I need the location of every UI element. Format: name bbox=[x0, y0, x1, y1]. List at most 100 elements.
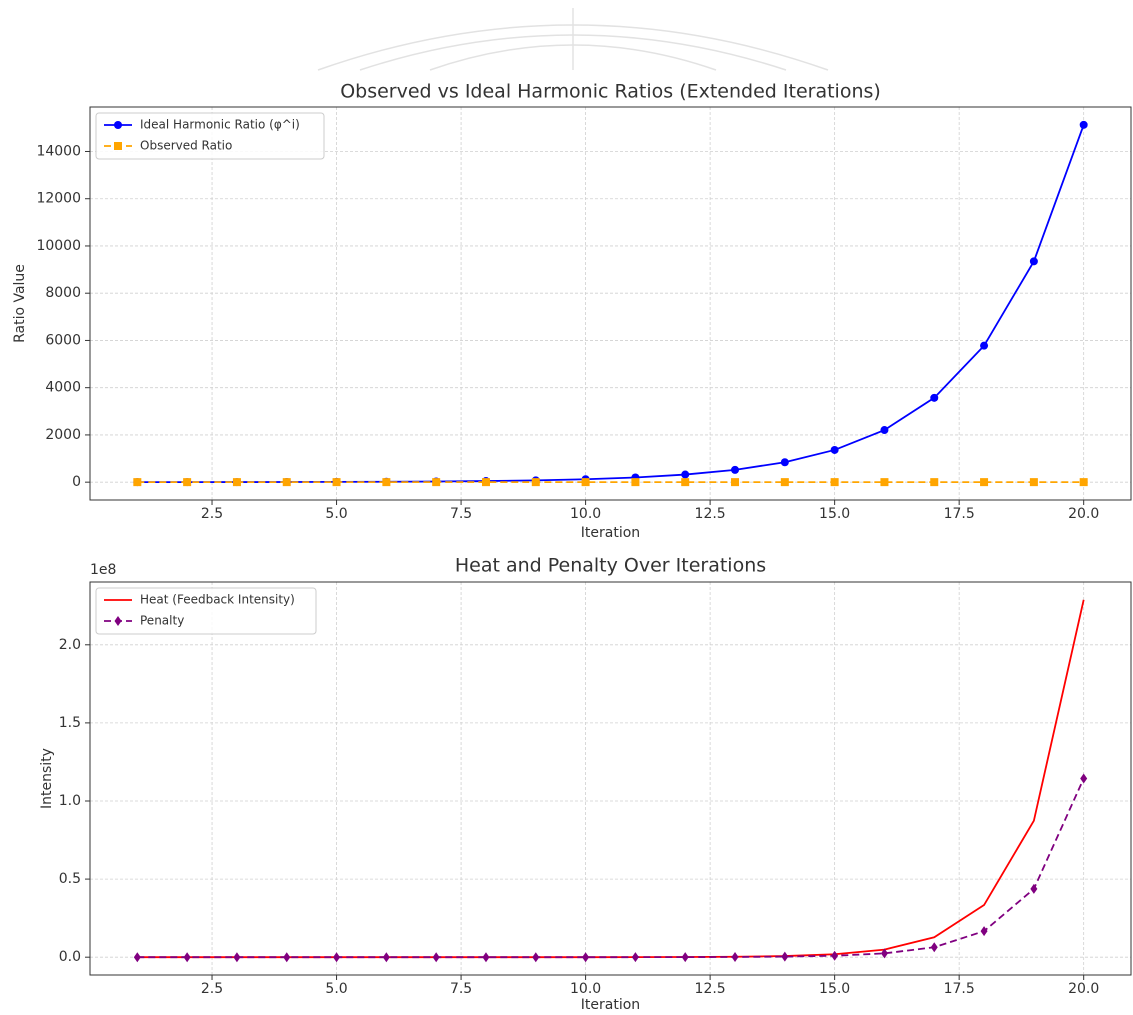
point bbox=[482, 952, 490, 963]
point bbox=[183, 952, 191, 963]
point bbox=[1080, 773, 1088, 784]
y-axis-label: Ratio Value bbox=[12, 264, 28, 343]
point bbox=[233, 952, 241, 963]
point bbox=[283, 952, 291, 963]
x-tick-label: 10.0 bbox=[570, 981, 601, 997]
point bbox=[831, 950, 839, 961]
point bbox=[930, 478, 939, 487]
point bbox=[332, 478, 341, 487]
x-tick-label: 2.5 bbox=[201, 506, 223, 522]
point bbox=[830, 445, 839, 454]
plot-area bbox=[90, 582, 1131, 975]
series-line bbox=[137, 778, 1085, 959]
point bbox=[183, 478, 192, 487]
chart-title: Heat and Penalty Over Iterations bbox=[455, 555, 766, 577]
y-axis-label: Intensity bbox=[39, 748, 55, 809]
legend: Heat (Feedback Intensity) Penalty bbox=[95, 587, 317, 635]
legend-label: Observed Ratio bbox=[140, 139, 232, 153]
point bbox=[333, 952, 341, 963]
point bbox=[930, 393, 939, 402]
point bbox=[532, 952, 540, 963]
legend-box bbox=[95, 112, 325, 160]
point bbox=[681, 470, 690, 479]
y-tick-label: 1.0 bbox=[59, 793, 81, 809]
point bbox=[531, 478, 540, 487]
y-offset-label: 1e8 bbox=[90, 562, 116, 578]
x-tick-label: 15.0 bbox=[819, 506, 850, 522]
point bbox=[114, 616, 122, 626]
x-tick-label: 7.5 bbox=[450, 506, 472, 522]
point bbox=[481, 478, 490, 487]
point bbox=[581, 478, 590, 487]
point bbox=[681, 478, 690, 487]
point bbox=[781, 951, 789, 962]
point bbox=[133, 952, 141, 963]
point bbox=[631, 478, 640, 487]
y-tick-label: 0.0 bbox=[59, 949, 81, 965]
point bbox=[780, 458, 789, 467]
legend-label: Heat (Feedback Intensity) bbox=[140, 593, 295, 607]
x-axis-label: Iteration bbox=[581, 525, 640, 541]
y-tick-label: 10000 bbox=[36, 238, 81, 254]
plot-area bbox=[90, 107, 1131, 500]
decoration bbox=[317, 8, 829, 71]
y-tick-label: 8000 bbox=[45, 285, 81, 301]
x-tick-label: 7.5 bbox=[450, 981, 472, 997]
x-tick-label: 5.0 bbox=[325, 981, 347, 997]
point bbox=[382, 952, 390, 963]
point bbox=[731, 951, 739, 962]
chart-title: Observed vs Ideal Harmonic Ratios (Exten… bbox=[340, 81, 881, 103]
y-tick-label: 2000 bbox=[45, 427, 81, 443]
point bbox=[880, 478, 889, 487]
point bbox=[582, 952, 590, 963]
point bbox=[880, 948, 888, 959]
point bbox=[780, 478, 789, 487]
y-tick-label: 6000 bbox=[45, 332, 81, 348]
x-tick-label: 10.0 bbox=[570, 506, 601, 522]
legend: Ideal Harmonic Ratio (φ^i) Observed Ratio bbox=[95, 112, 325, 160]
point bbox=[880, 426, 889, 435]
point bbox=[282, 478, 291, 487]
point bbox=[731, 465, 740, 474]
plot-frame bbox=[89, 581, 1132, 976]
x-tick-label: 20.0 bbox=[1068, 981, 1099, 997]
point bbox=[980, 341, 989, 350]
y-tick-label: 14000 bbox=[36, 143, 81, 159]
legend-box bbox=[95, 587, 317, 635]
x-tick-label: 12.5 bbox=[695, 506, 726, 522]
x-tick-label: 2.5 bbox=[201, 981, 223, 997]
y-tick-label: 0 bbox=[72, 474, 81, 490]
point bbox=[382, 478, 391, 487]
x-axis-label: Iteration bbox=[581, 997, 640, 1013]
y-tick-label: 4000 bbox=[45, 380, 81, 396]
x-tick-label: 5.0 bbox=[325, 506, 347, 522]
x-tick-label: 17.5 bbox=[944, 506, 975, 522]
point bbox=[133, 478, 142, 487]
point bbox=[1079, 478, 1088, 487]
y-tick-label: 2.0 bbox=[59, 637, 81, 653]
point bbox=[1030, 883, 1038, 894]
point bbox=[232, 478, 241, 487]
plot-frame bbox=[89, 106, 1132, 501]
x-tick-label: 17.5 bbox=[944, 981, 975, 997]
y-tick-label: 0.5 bbox=[59, 871, 81, 887]
y-tick-label: 1.5 bbox=[59, 715, 81, 731]
point bbox=[114, 142, 122, 150]
point bbox=[1079, 120, 1088, 129]
point bbox=[432, 478, 441, 487]
x-tick-label: 15.0 bbox=[819, 981, 850, 997]
subplot: 2.5 5.0 7.5 10.0 12.5 15.0 17.5 20.0 0.0 0.5 1.0 1.… bbox=[39, 555, 1132, 1013]
point bbox=[432, 952, 440, 963]
x-tick-label: 20.0 bbox=[1068, 506, 1099, 522]
legend-label: Penalty bbox=[140, 614, 184, 628]
point bbox=[631, 952, 639, 963]
point bbox=[731, 478, 740, 487]
x-tick-label: 12.5 bbox=[695, 981, 726, 997]
point bbox=[980, 926, 988, 937]
point bbox=[1029, 257, 1038, 266]
y-tick-label: 12000 bbox=[36, 191, 81, 207]
point bbox=[114, 121, 122, 129]
subplot: 2.5 5.0 7.5 10.0 12.5 15.0 17.5 20.0 0 2000 4000 60… bbox=[12, 81, 1132, 541]
point bbox=[681, 952, 689, 963]
